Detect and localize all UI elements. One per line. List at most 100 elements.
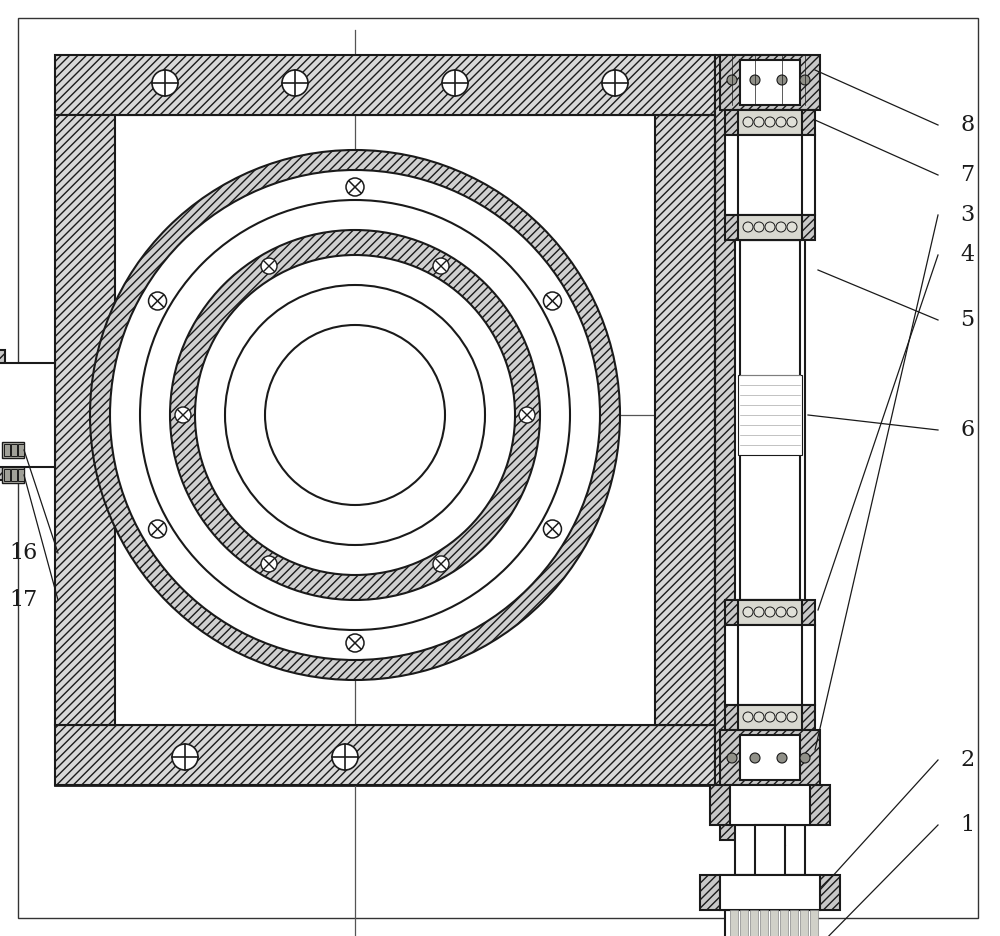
Circle shape [777, 75, 787, 85]
Text: 5: 5 [960, 309, 974, 331]
Bar [738, 705, 802, 730]
Text: 17: 17 [10, 589, 38, 611]
Bar [725, 135, 815, 215]
Circle shape [332, 744, 358, 770]
Circle shape [765, 712, 775, 722]
Bar [730, 910, 738, 936]
Circle shape [765, 222, 775, 232]
Circle shape [765, 117, 775, 127]
Circle shape [750, 75, 760, 85]
Circle shape [195, 255, 515, 575]
Bar [725, 215, 815, 240]
Circle shape [754, 712, 764, 722]
Circle shape [346, 634, 364, 652]
Circle shape [140, 200, 570, 630]
Bar [2, 467, 24, 483]
Circle shape [149, 292, 167, 310]
Circle shape [346, 178, 364, 196]
Circle shape [152, 70, 178, 96]
Circle shape [90, 150, 620, 680]
Circle shape [743, 712, 753, 722]
Text: 1: 1 [960, 814, 974, 836]
Bar [55, 55, 715, 115]
Circle shape [754, 607, 764, 617]
Bar [738, 625, 802, 705]
Circle shape [149, 520, 167, 538]
Bar [738, 110, 802, 135]
Bar [18, 444, 24, 456]
Circle shape [110, 170, 600, 660]
Circle shape [743, 222, 753, 232]
Bar [55, 55, 715, 785]
Circle shape [750, 753, 760, 763]
Bar [55, 725, 715, 785]
Bar [720, 55, 820, 110]
Text: 4: 4 [960, 244, 974, 266]
Circle shape [543, 520, 561, 538]
Circle shape [777, 753, 787, 763]
Bar [55, 115, 115, 725]
Bar [738, 375, 802, 455]
Circle shape [765, 607, 775, 617]
Bar [18, 469, 24, 481]
Bar [738, 135, 802, 215]
Bar [738, 600, 802, 625]
Bar [655, 115, 715, 725]
Bar [715, 55, 800, 785]
Bar [800, 910, 808, 936]
Circle shape [776, 607, 786, 617]
Bar [738, 215, 802, 240]
Circle shape [787, 222, 797, 232]
Circle shape [442, 70, 468, 96]
Bar [725, 110, 815, 135]
Circle shape [175, 407, 191, 423]
Bar [755, 825, 785, 875]
Circle shape [727, 75, 737, 85]
Bar [725, 705, 815, 730]
Bar [790, 910, 798, 936]
Circle shape [433, 556, 449, 572]
Bar [740, 240, 800, 600]
Text: 16: 16 [10, 542, 38, 564]
Circle shape [543, 292, 561, 310]
Bar [740, 910, 748, 936]
Text: 3: 3 [960, 204, 974, 226]
Bar [725, 910, 815, 936]
Bar [4, 444, 10, 456]
Circle shape [754, 222, 764, 232]
Circle shape [787, 117, 797, 127]
Text: 2: 2 [960, 749, 974, 771]
Bar [730, 785, 810, 825]
Circle shape [754, 117, 764, 127]
Circle shape [800, 75, 810, 85]
Circle shape [282, 70, 308, 96]
Circle shape [743, 607, 753, 617]
Circle shape [776, 222, 786, 232]
Circle shape [225, 285, 485, 545]
Circle shape [602, 70, 628, 96]
Circle shape [776, 117, 786, 127]
Bar [0, 363, 55, 467]
Circle shape [800, 753, 810, 763]
Bar [735, 135, 805, 705]
Bar [0, 350, 5, 480]
Circle shape [433, 258, 449, 274]
Text: 7: 7 [960, 164, 974, 186]
Bar [810, 910, 818, 936]
Bar [780, 910, 788, 936]
Bar [740, 60, 800, 105]
Circle shape [776, 712, 786, 722]
Circle shape [170, 230, 540, 600]
Bar [11, 469, 17, 481]
Circle shape [727, 753, 737, 763]
Bar [725, 600, 815, 625]
Circle shape [261, 258, 277, 274]
Bar [700, 875, 840, 910]
Circle shape [172, 744, 198, 770]
Circle shape [265, 325, 445, 505]
Circle shape [743, 117, 753, 127]
Bar [740, 735, 800, 780]
Bar [735, 825, 805, 875]
Circle shape [787, 607, 797, 617]
Bar [725, 625, 815, 705]
